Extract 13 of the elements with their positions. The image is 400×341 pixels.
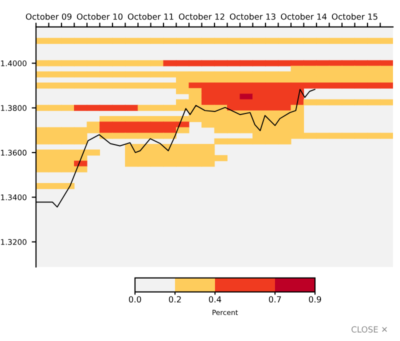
x-tick-label: October 15 [332,13,378,20]
x-tick-label: October 12 [178,13,224,20]
color-bar-label: 0.9 [308,296,322,303]
x-tick-label: October 14 [280,13,327,20]
color-bar-label: 0.2 [168,296,181,303]
x-tick-label: October 09 [26,13,72,20]
x-tick-label: October 10 [76,13,122,20]
x-tick-label: October 13 [230,13,276,20]
color-bar-label: 0.4 [208,296,222,303]
x-tick-label: October 11 [128,13,174,20]
color-bar-label: 0.7 [268,296,281,303]
color-bar-label: 0.0 [128,296,142,303]
text: CLOSE ✕ [352,326,387,333]
